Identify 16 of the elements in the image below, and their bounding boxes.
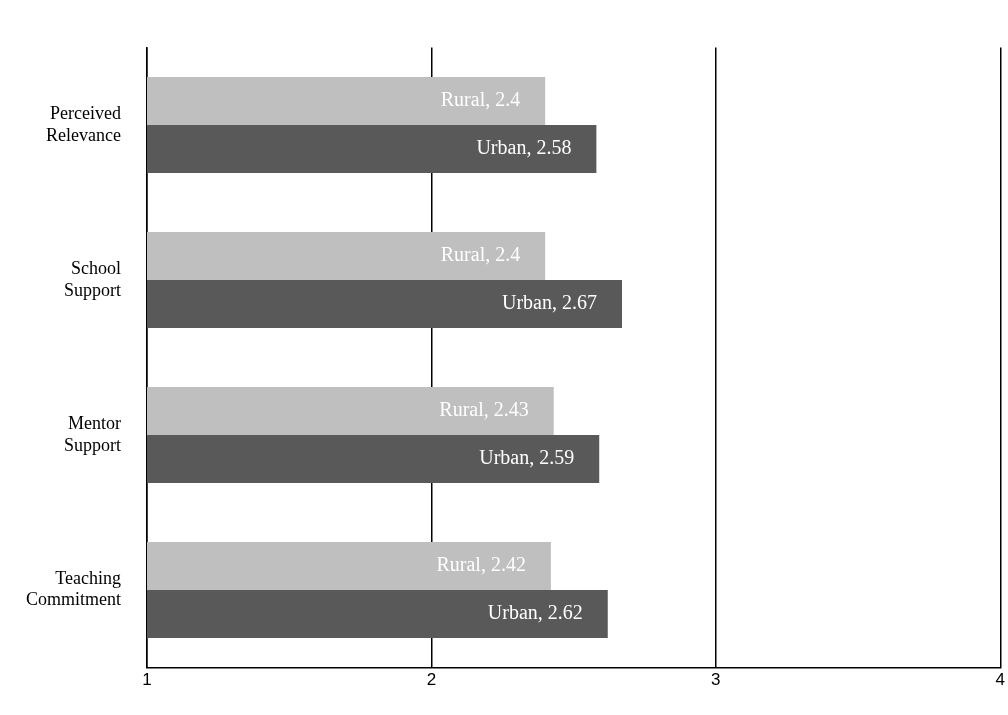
y-tick-label: Teaching Commitment (25, 567, 121, 610)
data-label: Urban, 2.59 (479, 446, 575, 469)
data-label: Urban, 2.58 (476, 136, 572, 159)
data-label: Rural, 2.42 (436, 553, 526, 576)
data-label: Rural, 2.43 (439, 398, 529, 421)
x-tick-label: 2 (426, 670, 437, 690)
y-tick-label: School Support (63, 257, 121, 300)
data-label: Rural, 2.4 (440, 88, 521, 111)
data-label: Urban, 2.67 (502, 291, 597, 314)
x-tick-label: 4 (995, 670, 1006, 690)
y-tick-label: Mentor Support (63, 412, 121, 455)
x-tick-label: 3 (711, 670, 721, 690)
data-label: Urban, 2.62 (487, 601, 583, 624)
data-label: Rural, 2.4 (440, 243, 521, 266)
x-tick-label: 1 (142, 670, 152, 690)
y-tick-label: Perceived Relevance (46, 103, 122, 145)
